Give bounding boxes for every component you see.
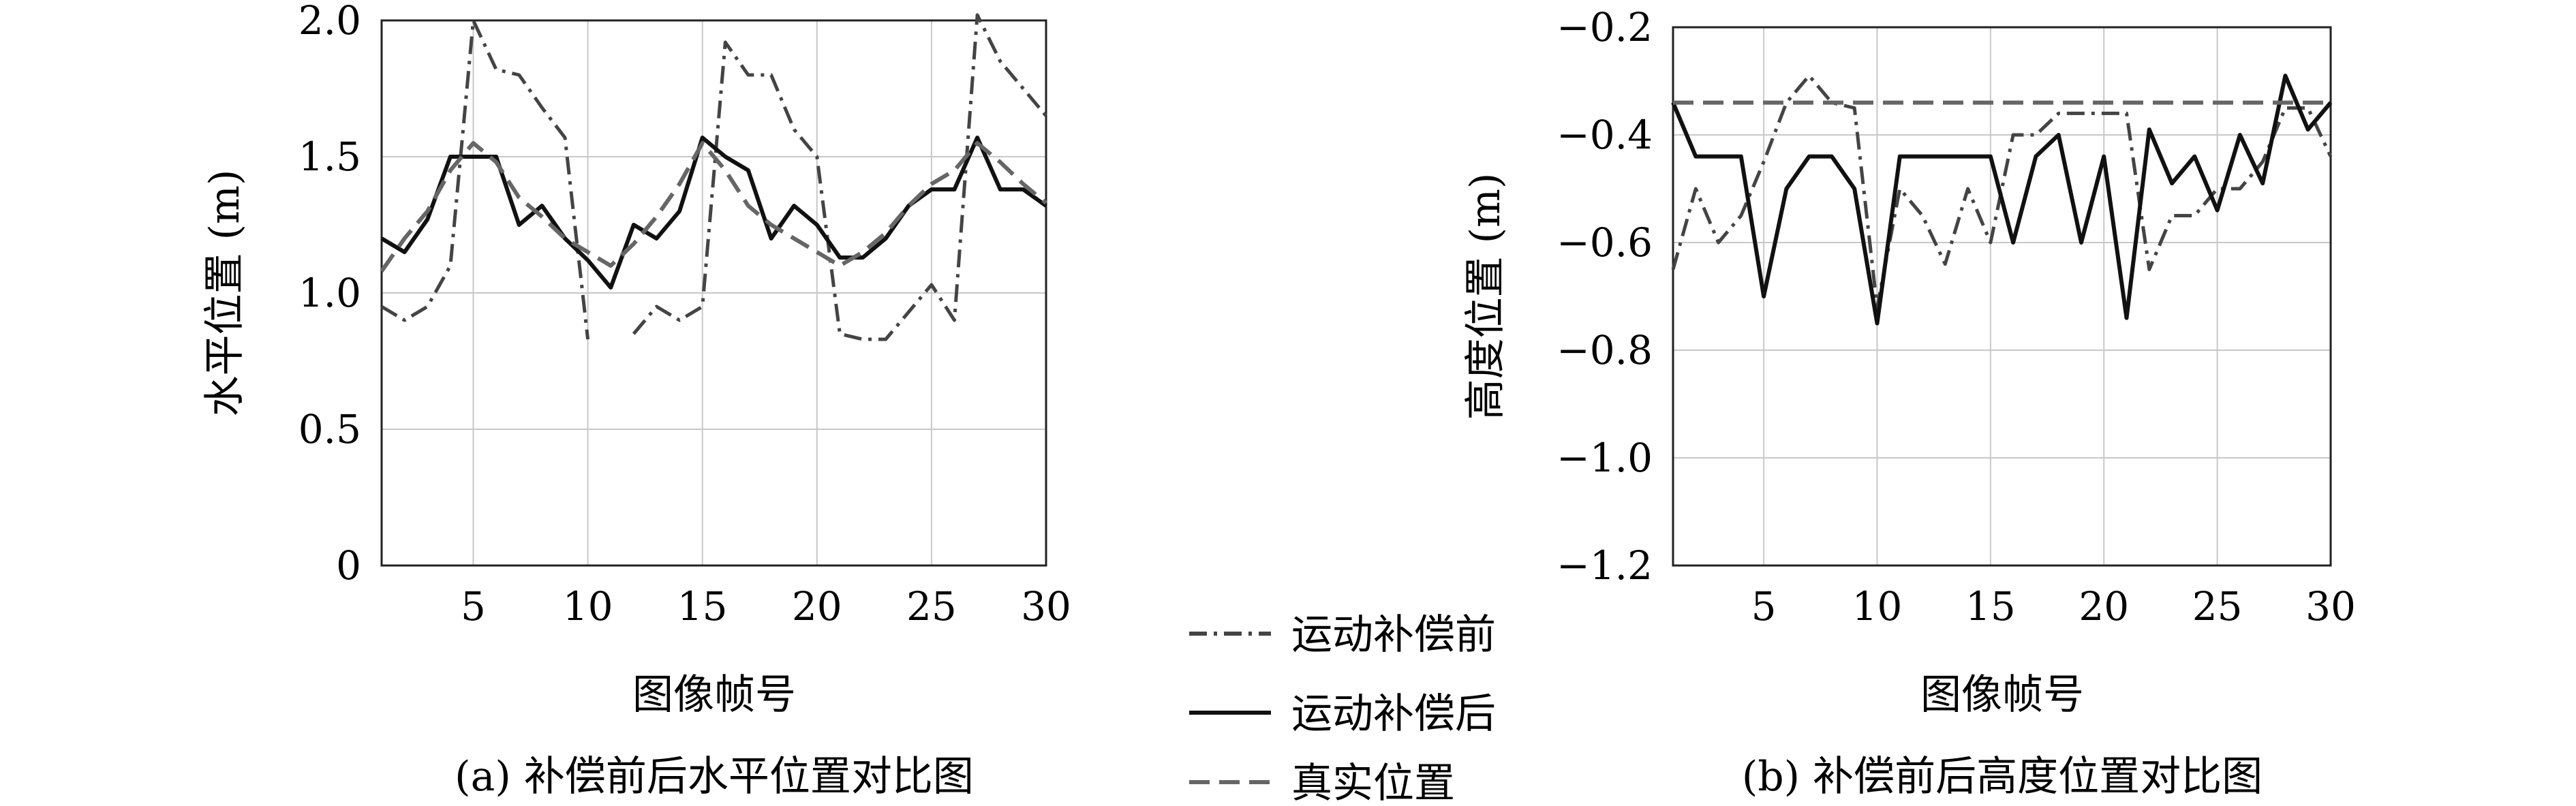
chart-panel-a: 5 10 15 20 25 30 0 0.5 1.0 1.5 2.0 图像帧号 水平位置 (m) (a) …	[201, 0, 1071, 801]
x-tick-label: 15	[677, 583, 728, 630]
series-line-solid	[1671, 74, 2333, 326]
x-tick-label: 20	[792, 583, 842, 630]
legend: 运动补偿前 运动补偿后 真实位置	[1189, 611, 1496, 806]
series-line-dashed	[380, 141, 1047, 273]
y-tick-label: 0.5	[298, 406, 361, 452]
series-line-dashdot	[1671, 74, 2333, 309]
y-tick-label: 1.0	[298, 270, 361, 316]
x-tick-label: 10	[563, 583, 613, 630]
x-axis-title: 图像帧号	[632, 671, 796, 719]
x-tick-label: 30	[2305, 583, 2356, 630]
legend-label-before: 运动补偿前	[1291, 611, 1496, 659]
legend-label-after: 运动补偿后	[1291, 690, 1496, 738]
y-tick-label: −0.2	[1557, 4, 1653, 50]
chart-caption: (b) 补偿前后高度位置对比图	[1742, 753, 2263, 801]
plot-frame	[1672, 26, 2332, 567]
y-tick-label: 0	[336, 542, 361, 589]
x-tick-label: 5	[461, 583, 486, 630]
plot-frame	[380, 19, 1047, 567]
x-tick-label: 15	[1965, 583, 2016, 630]
x-tick-label: 30	[1021, 583, 1071, 630]
legend-label-truth: 真实位置	[1291, 760, 1455, 806]
x-tick-label: 25	[906, 583, 957, 630]
series-line-dashdot	[380, 13, 1047, 341]
y-tick-label: −0.6	[1557, 219, 1653, 266]
x-tick-label: 5	[1751, 583, 1777, 630]
x-tick-label: 10	[1852, 583, 1903, 630]
y-axis-title: 水平位置 (m)	[201, 170, 249, 417]
chart-panel-b: 5 10 15 20 25 30 −1.2 −1.0 −0.8 −0.6 −0.4 −0.2 图像帧号 高…	[1462, 4, 2356, 801]
y-tick-label: −1.2	[1557, 542, 1653, 589]
y-tick-label: −0.8	[1557, 327, 1653, 373]
x-tick-label: 20	[2079, 583, 2129, 630]
x-axis-title: 图像帧号	[1920, 671, 2084, 719]
y-tick-label: 1.5	[298, 134, 361, 180]
x-tick-label: 25	[2192, 583, 2243, 630]
y-tick-label: −0.4	[1557, 112, 1653, 158]
y-tick-label: 2.0	[298, 0, 361, 44]
y-tick-label: −1.0	[1557, 435, 1653, 481]
y-axis-title: 高度位置 (m)	[1462, 173, 1509, 420]
chart-caption: (a) 补偿前后水平位置对比图	[455, 753, 974, 801]
